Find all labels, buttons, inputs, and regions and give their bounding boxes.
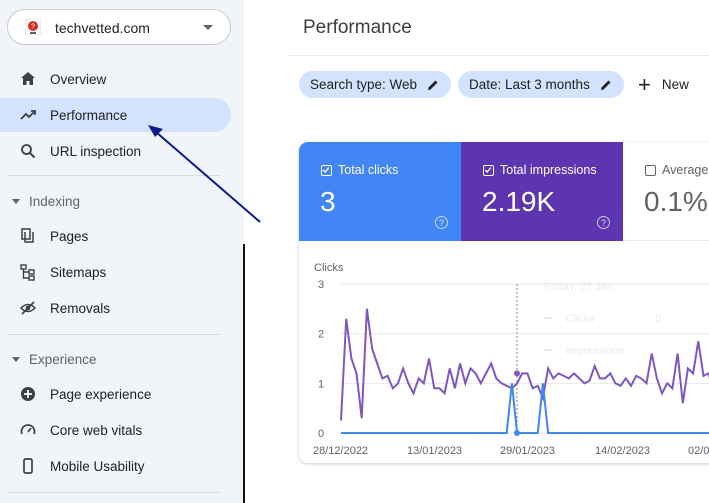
nav-core-web-vitals-label: Core web vitals — [50, 422, 143, 438]
sidebar: ? techvetted.com Overview Performance UR… — [0, 0, 244, 503]
nav-page-experience-label: Page experience — [50, 386, 152, 402]
nav-core-web-vitals[interactable]: Core web vitals — [0, 413, 231, 447]
nav-url-inspection-label: URL inspection — [50, 143, 142, 159]
nav-mobile-usability[interactable]: Mobile Usability — [0, 449, 231, 483]
series-line-clicks — [341, 383, 709, 434]
speedometer-icon — [20, 424, 36, 435]
search-type-filter-label: Search type: Web — [310, 77, 418, 92]
nav-removals-label: Removals — [50, 300, 111, 316]
x-tick-label: 02/0 — [688, 445, 709, 457]
hover-point-clicks — [514, 430, 520, 436]
nav-divider — [8, 334, 220, 335]
phone-icon — [23, 458, 33, 474]
page-title: Performance — [303, 17, 412, 38]
metric-tile-impressions[interactable]: Total impressions 2.19K ? — [461, 142, 623, 241]
y-tick-label: 3 — [318, 279, 324, 291]
nav-performance[interactable]: Performance — [0, 98, 231, 132]
experience-heading: Experience — [29, 351, 97, 367]
metric-tile-clicks[interactable]: Total clicks 3 ? — [299, 142, 461, 241]
hover-point-impressions — [514, 370, 520, 377]
nav-pages[interactable]: Pages — [0, 219, 231, 253]
help-icon[interactable]: ? — [597, 216, 610, 229]
nav-overview[interactable]: Overview — [0, 62, 231, 96]
y-tick-label: 0 — [318, 428, 324, 440]
nav-url-inspection[interactable]: URL inspection — [0, 134, 231, 168]
vertical-divider-line — [243, 244, 245, 503]
search-icon — [21, 144, 36, 159]
metric-ctr-label: Average CTR — [662, 163, 709, 177]
y-tick-label: 2 — [318, 329, 324, 341]
edit-pencil-icon — [428, 80, 438, 90]
performance-chart-card: Total clicks 3 ? Total impressions 2.19K… — [299, 142, 709, 463]
tooltip-impressions-label: Impressions — [565, 345, 625, 357]
nav-sitemaps[interactable]: Sitemaps — [0, 255, 231, 289]
search-type-filter-chip[interactable]: Search type: Web — [299, 71, 452, 98]
date-filter-chip[interactable]: Date: Last 3 months — [458, 71, 624, 98]
nav-performance-label: Performance — [50, 107, 128, 123]
tooltip-impressions-swatch — [544, 349, 552, 351]
caret-down-icon — [12, 198, 20, 204]
pages-icon — [21, 228, 34, 243]
y-tick-label: 1 — [318, 378, 324, 390]
chart-x-ticks: 28/12/2022 13/01/2023 29/01/2023 14/02/2023… — [313, 445, 709, 457]
nav-divider — [8, 492, 220, 493]
metric-impressions-value: 2.19K — [482, 186, 556, 217]
series-line-impressions — [340, 308, 709, 421]
tooltip-date: Friday, 27 Jan — [544, 281, 613, 293]
chart-grid — [341, 283, 709, 434]
tooltip-clicks-label: Clicks — [565, 313, 595, 325]
plus-icon: + — [638, 71, 651, 97]
chart-y-axis-label: Clicks — [314, 262, 344, 274]
home-icon — [21, 72, 35, 85]
x-tick-label: 29/01/2023 — [500, 445, 555, 457]
caret-down-icon — [12, 356, 20, 362]
checkbox-unchecked-icon[interactable] — [645, 165, 656, 176]
experience-section-toggle[interactable]: Experience — [0, 347, 231, 371]
nav-overview-label: Overview — [50, 71, 107, 87]
site-favicon-icon: ? — [25, 19, 41, 35]
nav-divider — [8, 175, 220, 176]
tooltip-clicks-swatch — [544, 317, 552, 319]
caret-down-icon — [203, 25, 213, 30]
x-tick-label: 28/12/2022 — [313, 445, 368, 457]
metric-clicks-label: Total clicks — [338, 163, 399, 177]
trending-up-icon — [20, 110, 36, 120]
chart-hover-tooltip: Friday, 27 Jan Clicks 0 Impressions — [544, 281, 661, 357]
sitemap-icon — [20, 264, 35, 281]
chart-series — [340, 308, 709, 436]
nav-pages-label: Pages — [50, 228, 89, 244]
date-filter-label: Date: Last 3 months — [469, 77, 590, 92]
nav-sitemaps-label: Sitemaps — [50, 264, 107, 280]
performance-line-chart: Clicks 3 2 1 0 Friday, 27 Jan Clicks 0 Impr… — [313, 262, 709, 457]
header-divider — [288, 55, 709, 56]
new-filter-label: New — [661, 77, 689, 92]
property-selector[interactable]: ? techvetted.com — [7, 9, 231, 45]
nav-mobile-usability-label: Mobile Usability — [50, 458, 145, 474]
chart-y-ticks: 3 2 1 0 — [318, 279, 324, 440]
checkbox-checked-icon[interactable] — [321, 165, 332, 176]
checkbox-checked-icon[interactable] — [483, 165, 494, 176]
svg-text:?: ? — [31, 24, 35, 31]
metric-tile-ctr[interactable]: Average CTR 0.1% — [623, 142, 709, 241]
metric-clicks-value: 3 — [320, 186, 336, 217]
indexing-heading: Indexing — [29, 193, 81, 209]
x-tick-label: 14/02/2023 — [595, 445, 650, 457]
nav-page-experience[interactable]: Page experience — [0, 377, 231, 411]
tooltip-clicks-value: 0 — [655, 313, 661, 325]
metric-ctr-value: 0.1% — [644, 186, 708, 217]
new-filter-button[interactable]: + New — [638, 71, 689, 98]
x-tick-label: 13/01/2023 — [407, 445, 462, 457]
indexing-section-toggle[interactable]: Indexing — [0, 189, 231, 213]
eye-off-icon — [19, 301, 37, 315]
help-icon[interactable]: ? — [435, 216, 448, 229]
property-name: techvetted.com — [55, 20, 150, 36]
metric-impressions-label: Total impressions — [500, 163, 597, 177]
nav-removals[interactable]: Removals — [0, 291, 231, 325]
page-experience-icon — [21, 387, 35, 401]
edit-pencil-icon — [600, 80, 611, 90]
